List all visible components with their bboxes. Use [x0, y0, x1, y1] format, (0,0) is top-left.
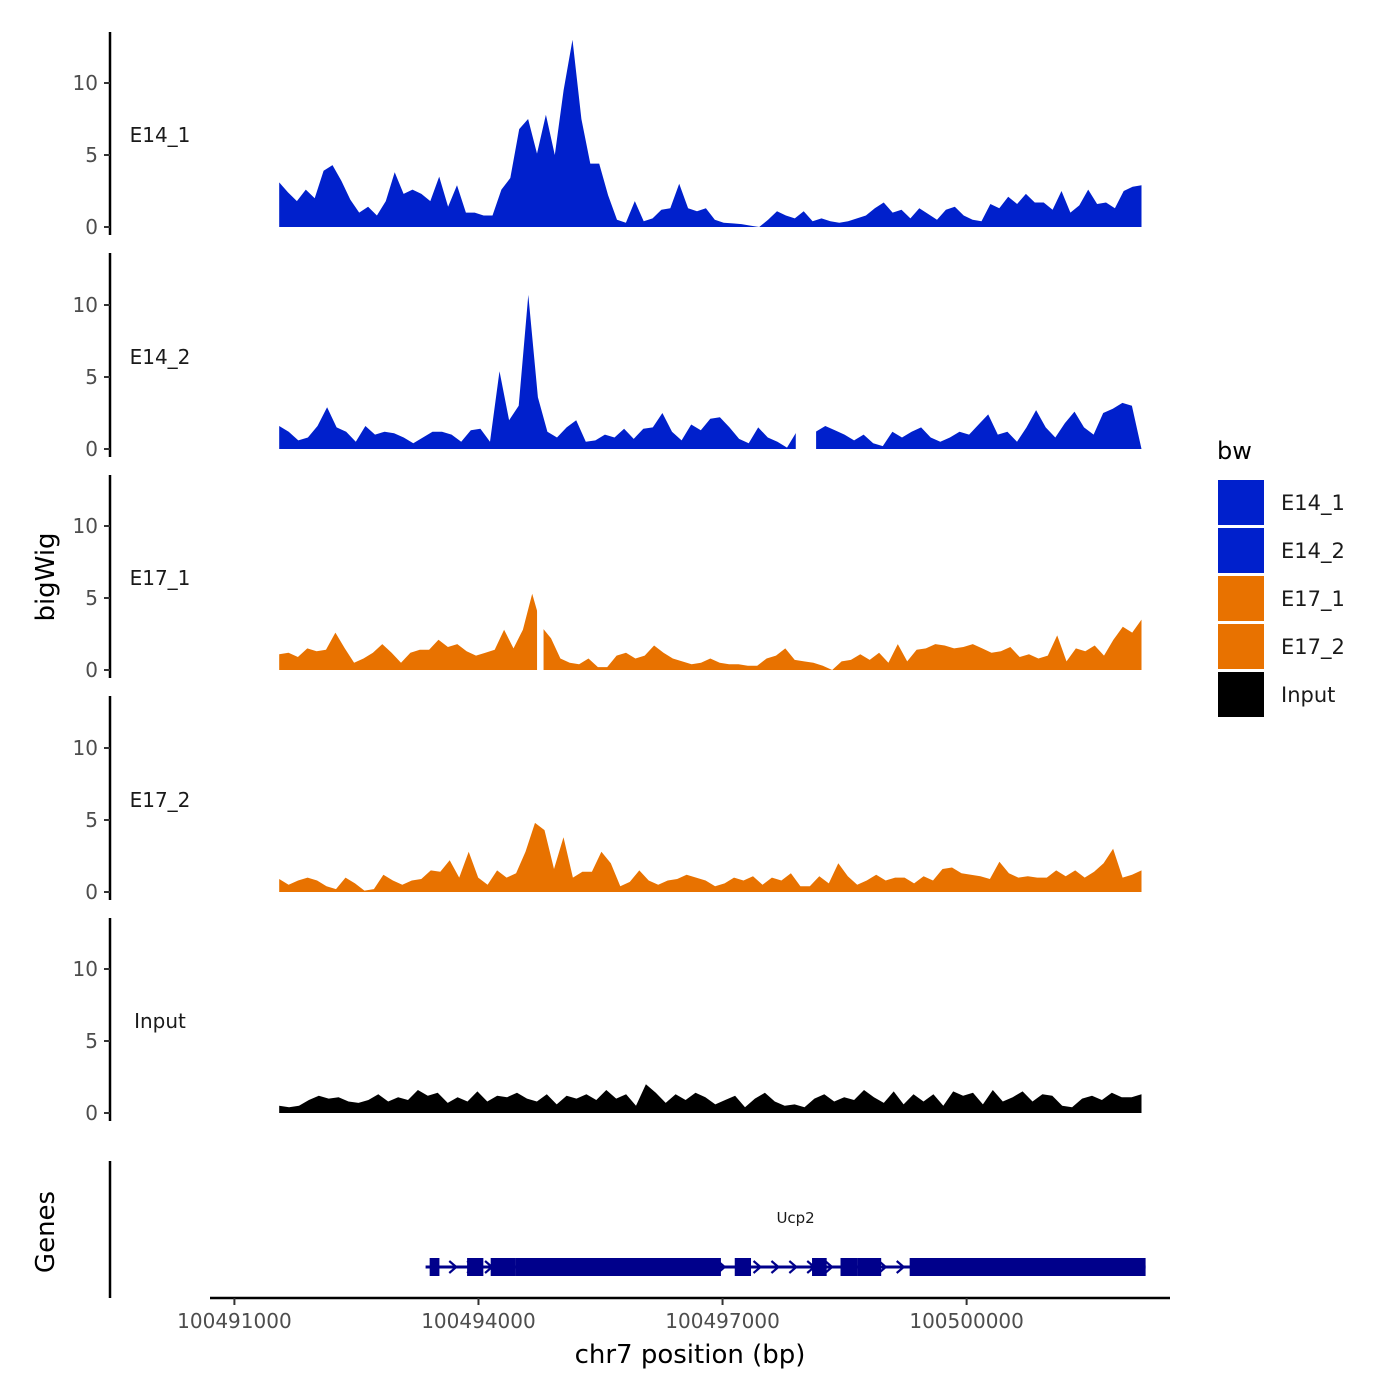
no-data-gap	[795, 253, 817, 450]
legend-label: E17_1	[1281, 587, 1345, 612]
gene-exon	[515, 1258, 690, 1276]
x-tick-label: 100500000	[909, 1309, 1024, 1333]
y-tick-label: 5	[85, 1029, 98, 1053]
strand-arrow	[448, 1260, 458, 1274]
legend-swatch	[1218, 672, 1264, 717]
track-label: E17_1	[130, 566, 191, 590]
no-data-gap	[537, 475, 544, 671]
y-tick-label: 0	[85, 215, 98, 239]
y-tick-label: 10	[73, 293, 98, 317]
x-tick-label: 100494000	[421, 1309, 536, 1333]
gene-exon	[812, 1258, 827, 1276]
y-tick-label: 10	[73, 957, 98, 981]
gene-exon	[467, 1258, 484, 1276]
legend-swatch	[1218, 528, 1264, 573]
strand-arrow	[770, 1260, 781, 1274]
gene-exon	[429, 1258, 440, 1276]
y-tick-label: 10	[73, 514, 98, 538]
track-label: E14_1	[130, 123, 191, 147]
genes-axis-title: Genes	[31, 1191, 61, 1273]
x-tick-label: 100491000	[177, 1309, 292, 1333]
track-e17-2: 0 5 10 E17_2	[73, 696, 1142, 904]
legend-swatch	[1218, 576, 1264, 621]
y-tick-label: 0	[85, 880, 98, 904]
track-e14-1: 0 5 10 E14_1	[73, 32, 1142, 239]
legend-title: bw	[1217, 437, 1252, 465]
legend: bw E14_1 E14_2 E17_1 E17_2 Input	[1217, 437, 1345, 717]
y-tick-label: 10	[73, 71, 98, 95]
signal-area	[279, 1084, 1142, 1113]
y-axis-title: bigWig	[31, 532, 61, 621]
signal-area	[279, 593, 1142, 670]
strand-arrow	[824, 1260, 834, 1274]
track-label: E14_2	[130, 345, 191, 369]
signal-area	[279, 39, 1142, 227]
y-tick-label: 5	[85, 143, 98, 167]
x-axis: 100491000 100494000 100497000 100500000	[177, 1296, 1170, 1333]
track-label: E17_2	[130, 788, 191, 812]
gene-exon	[840, 1258, 858, 1276]
gene-exon	[490, 1258, 516, 1276]
gene-exon	[690, 1258, 721, 1276]
track-e17-1: 0 5 10 E17_1	[73, 475, 1142, 682]
y-tick-label: 10	[73, 736, 98, 760]
signal-tracks: 0 5 10 E14_1 0 5 10 E14_2 0 5 10 E17_1 0 5 10 E17_2 0 5 10…	[73, 32, 1142, 1125]
y-tick-label: 5	[85, 586, 98, 610]
y-tick-label: 5	[85, 365, 98, 389]
gene-name-label: Ucp2	[776, 1209, 814, 1227]
legend-label: E14_1	[1281, 491, 1345, 516]
gene-exon	[734, 1258, 752, 1276]
track-e14-2: 0 5 10 E14_2	[73, 253, 1142, 461]
legend-label: Input	[1281, 683, 1335, 707]
legend-label: E14_2	[1281, 539, 1345, 564]
gene-exon	[857, 1258, 882, 1276]
gene-track: Ucp2	[108, 1161, 1146, 1298]
track-input: 0 5 10 Input	[73, 918, 1142, 1125]
y-tick-label: 5	[85, 808, 98, 832]
gene-exon	[909, 1258, 1146, 1276]
strand-arrow	[895, 1260, 906, 1274]
x-tick-label: 100497000	[665, 1309, 780, 1333]
y-tick-label: 0	[85, 437, 98, 461]
strand-arrow	[752, 1260, 763, 1274]
signal-area	[279, 822, 1142, 892]
signal-area	[279, 294, 1142, 449]
x-axis-title: chr7 position (bp)	[575, 1340, 806, 1370]
track-label: Input	[134, 1009, 186, 1033]
legend-swatch	[1218, 480, 1264, 525]
y-tick-label: 0	[85, 658, 98, 682]
legend-label: E17_2	[1281, 635, 1345, 660]
strand-arrow	[788, 1260, 799, 1274]
y-tick-label: 0	[85, 1101, 98, 1125]
legend-swatch	[1218, 624, 1264, 669]
